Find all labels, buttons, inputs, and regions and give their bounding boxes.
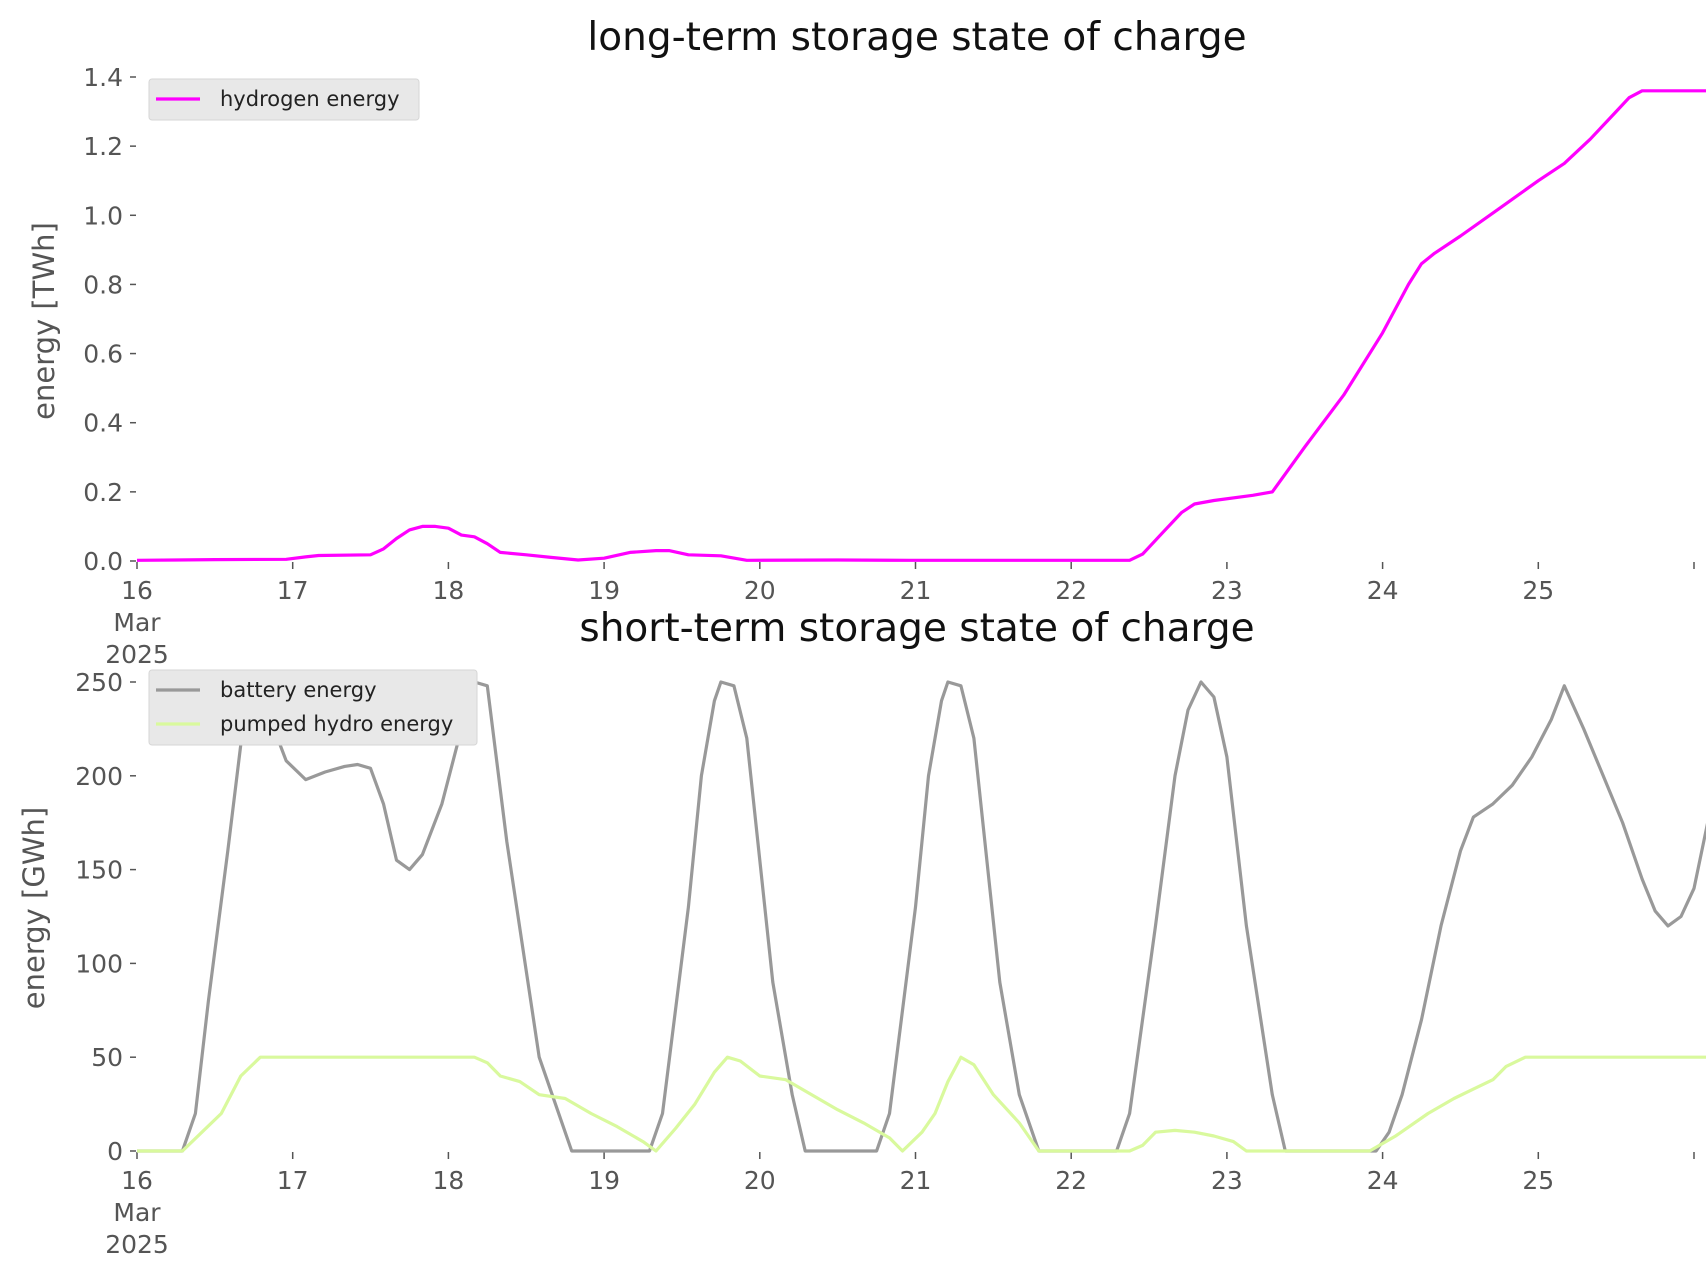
x-tick-label: 25 (1522, 1166, 1554, 1195)
y-axis-label: energy [GWh] (17, 807, 51, 1009)
series-layer (136, 89, 1706, 562)
x-tick-label: 20 (744, 576, 776, 605)
y-tick-label: 150 (75, 856, 123, 885)
x-tick-label: 23 (1211, 1166, 1243, 1195)
axes: 0.0 0.2 0.4 0.6 0.8 1.0 1.2 1.4 16 Mar 2025 17 18 19 2… (83, 63, 1695, 669)
x-tick-label: 17 (277, 1166, 309, 1195)
y-tick-label: 1.0 (83, 201, 123, 230)
legend-label: pumped hydro energy (220, 712, 453, 736)
y-tick-label: 100 (75, 949, 123, 978)
legend-label: battery energy (220, 678, 377, 702)
x-tick-label: 16 Mar 2025 (105, 1166, 169, 1259)
x-tick-label: 24 (1367, 576, 1399, 605)
y-tick-label: 0.2 (83, 478, 123, 507)
series-line (137, 680, 1706, 1153)
legend-label: hydrogen energy (220, 87, 400, 111)
legend: battery energy pumped hydro energy (148, 669, 478, 746)
x-tick-label: 19 (588, 1166, 620, 1195)
x-tick-label: 19 (588, 576, 620, 605)
x-tick-label: 20 (744, 1166, 776, 1195)
long-term-chart: long-term storage state of charge energy… (27, 15, 1706, 669)
series-line (136, 89, 1706, 562)
legend-box (148, 78, 420, 121)
series-line (137, 1055, 1706, 1153)
chart-title: long-term storage state of charge (587, 15, 1246, 60)
x-tick-label: 17 (277, 576, 309, 605)
y-tick-label: 0.0 (83, 547, 123, 576)
y-tick-label: 0 (107, 1137, 123, 1166)
y-tick-label: 1.2 (83, 132, 123, 161)
y-tick-label: 0.6 (83, 340, 123, 369)
x-tick-label: 25 (1522, 576, 1554, 605)
x-tick-label: 22 (1055, 576, 1087, 605)
y-tick-label: 250 (75, 668, 123, 697)
series-layer (137, 680, 1706, 1153)
x-tick-label: 16 Mar 2025 (105, 576, 169, 669)
x-tick-label: 18 (432, 1166, 464, 1195)
short-term-chart: short-term storage state of charge energ… (17, 606, 1706, 1259)
x-tick-label: 24 (1367, 1166, 1399, 1195)
x-tick-label: 18 (432, 576, 464, 605)
axes: 0 50 100 150 200 250 16 Mar 2025 17 18 19 20 21 22 23 24… (75, 668, 1695, 1259)
y-axis-label: energy [TWh] (27, 222, 61, 420)
y-tick-label: 1.4 (83, 63, 123, 92)
y-tick-label: 50 (91, 1043, 123, 1072)
x-tick-label: 23 (1211, 576, 1243, 605)
y-tick-label: 200 (75, 762, 123, 791)
x-tick-label: 22 (1055, 1166, 1087, 1195)
x-tick-label: 21 (900, 1166, 932, 1195)
y-tick-label: 0.4 (83, 409, 123, 438)
y-tick-label: 0.8 (83, 270, 123, 299)
legend-box (148, 669, 478, 746)
chart-title: short-term storage state of charge (579, 606, 1254, 651)
x-tick-label: 21 (900, 576, 932, 605)
legend: hydrogen energy (148, 78, 420, 121)
